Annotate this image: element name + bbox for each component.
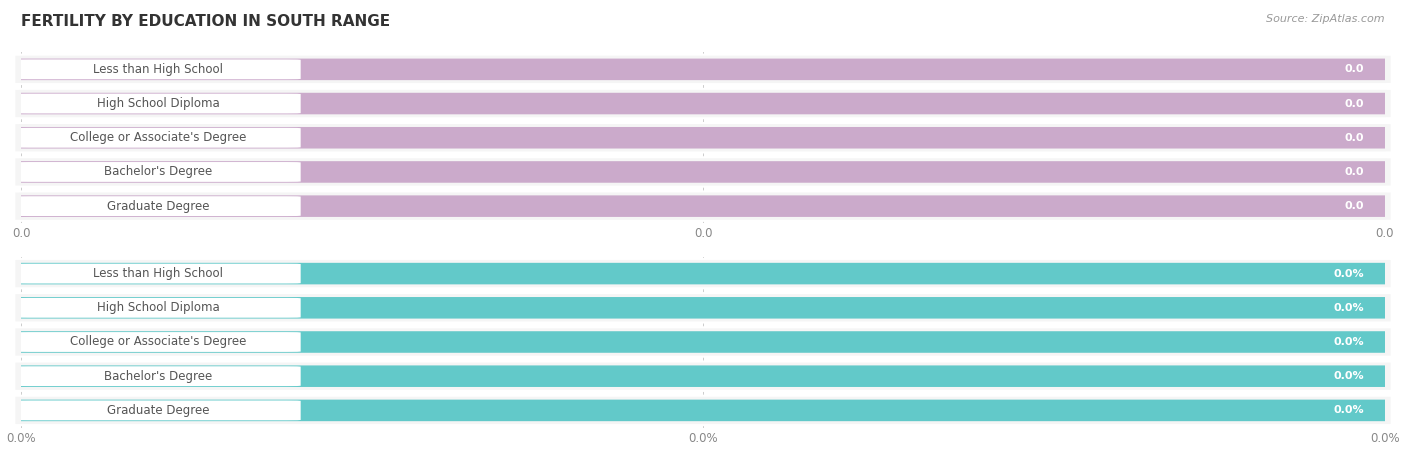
- FancyBboxPatch shape: [15, 298, 301, 318]
- FancyBboxPatch shape: [15, 128, 301, 148]
- Text: Source: ZipAtlas.com: Source: ZipAtlas.com: [1267, 14, 1385, 24]
- Text: Bachelor's Degree: Bachelor's Degree: [104, 370, 212, 383]
- Text: FERTILITY BY EDUCATION IN SOUTH RANGE: FERTILITY BY EDUCATION IN SOUTH RANGE: [21, 14, 391, 29]
- FancyBboxPatch shape: [14, 191, 1392, 221]
- FancyBboxPatch shape: [14, 161, 1392, 183]
- FancyBboxPatch shape: [14, 259, 1392, 288]
- FancyBboxPatch shape: [14, 123, 1392, 152]
- FancyBboxPatch shape: [14, 263, 1392, 285]
- FancyBboxPatch shape: [14, 399, 1392, 421]
- FancyBboxPatch shape: [14, 361, 1392, 391]
- Text: Graduate Degree: Graduate Degree: [107, 404, 209, 417]
- Text: 0.0%: 0.0%: [1334, 405, 1364, 416]
- Text: College or Associate's Degree: College or Associate's Degree: [70, 335, 246, 349]
- FancyBboxPatch shape: [15, 94, 301, 114]
- FancyBboxPatch shape: [14, 396, 1392, 425]
- Text: College or Associate's Degree: College or Associate's Degree: [70, 131, 246, 144]
- FancyBboxPatch shape: [15, 196, 301, 216]
- FancyBboxPatch shape: [14, 297, 1392, 319]
- FancyBboxPatch shape: [15, 332, 301, 352]
- FancyBboxPatch shape: [15, 366, 301, 386]
- Text: 0.0%: 0.0%: [1334, 303, 1364, 313]
- FancyBboxPatch shape: [15, 59, 301, 79]
- FancyBboxPatch shape: [15, 162, 301, 182]
- FancyBboxPatch shape: [14, 89, 1392, 118]
- FancyBboxPatch shape: [14, 58, 1392, 80]
- Text: 0.0%: 0.0%: [1334, 337, 1364, 347]
- FancyBboxPatch shape: [14, 327, 1392, 357]
- Text: Graduate Degree: Graduate Degree: [107, 200, 209, 213]
- Text: 0.0%: 0.0%: [1334, 371, 1364, 381]
- FancyBboxPatch shape: [14, 127, 1392, 149]
- FancyBboxPatch shape: [14, 365, 1392, 387]
- Text: 0.0: 0.0: [1346, 133, 1364, 143]
- Text: High School Diploma: High School Diploma: [97, 301, 219, 314]
- Text: 0.0: 0.0: [1346, 201, 1364, 211]
- Text: Less than High School: Less than High School: [93, 267, 224, 280]
- FancyBboxPatch shape: [14, 55, 1392, 84]
- FancyBboxPatch shape: [14, 157, 1392, 187]
- Text: 0.0: 0.0: [1346, 98, 1364, 109]
- FancyBboxPatch shape: [15, 264, 301, 284]
- Text: 0.0%: 0.0%: [1334, 268, 1364, 279]
- FancyBboxPatch shape: [14, 93, 1392, 114]
- Text: Less than High School: Less than High School: [93, 63, 224, 76]
- Text: 0.0: 0.0: [1346, 64, 1364, 75]
- FancyBboxPatch shape: [15, 400, 301, 420]
- Text: High School Diploma: High School Diploma: [97, 97, 219, 110]
- FancyBboxPatch shape: [14, 331, 1392, 353]
- Text: Bachelor's Degree: Bachelor's Degree: [104, 165, 212, 179]
- Text: 0.0: 0.0: [1346, 167, 1364, 177]
- FancyBboxPatch shape: [14, 293, 1392, 323]
- FancyBboxPatch shape: [14, 195, 1392, 217]
